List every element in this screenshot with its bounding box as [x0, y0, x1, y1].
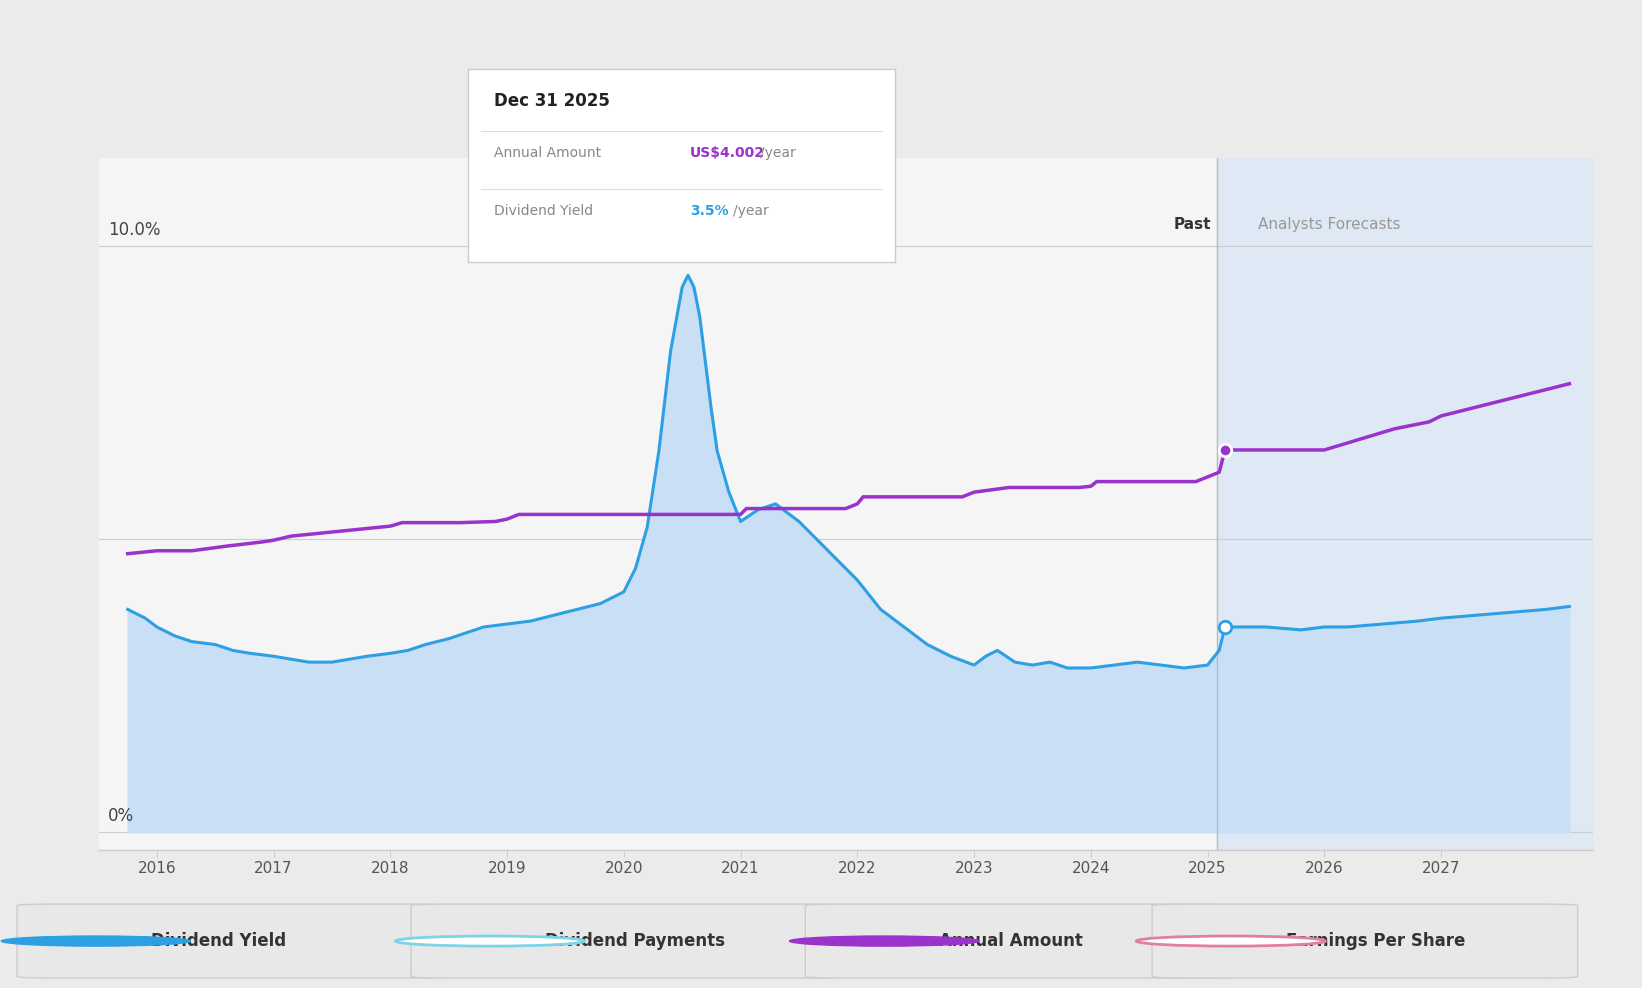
Text: Dividend Yield: Dividend Yield — [494, 205, 593, 218]
Text: Earnings Per Share: Earnings Per Share — [1286, 932, 1465, 950]
Text: Annual Amount: Annual Amount — [939, 932, 1084, 950]
Text: US$4.002: US$4.002 — [690, 146, 765, 160]
Text: Dividend Yield: Dividend Yield — [151, 932, 286, 950]
Circle shape — [790, 936, 979, 947]
Text: Past: Past — [1174, 216, 1212, 232]
Text: Dec 31 2025: Dec 31 2025 — [494, 92, 609, 111]
FancyBboxPatch shape — [16, 904, 443, 978]
Text: /year: /year — [732, 205, 768, 218]
FancyBboxPatch shape — [1153, 904, 1578, 978]
Text: Analysts Forecasts: Analysts Forecasts — [1258, 216, 1401, 232]
Text: 10.0%: 10.0% — [108, 221, 161, 239]
Circle shape — [2, 936, 190, 947]
Circle shape — [396, 936, 585, 947]
Text: 3.5%: 3.5% — [690, 205, 729, 218]
Text: Dividend Payments: Dividend Payments — [545, 932, 726, 950]
Bar — [1217, 158, 1593, 850]
Text: Annual Amount: Annual Amount — [494, 146, 601, 160]
Text: /year: /year — [760, 146, 796, 160]
FancyBboxPatch shape — [805, 904, 1232, 978]
Text: 0%: 0% — [108, 807, 135, 825]
FancyBboxPatch shape — [410, 904, 837, 978]
Circle shape — [1136, 936, 1325, 947]
